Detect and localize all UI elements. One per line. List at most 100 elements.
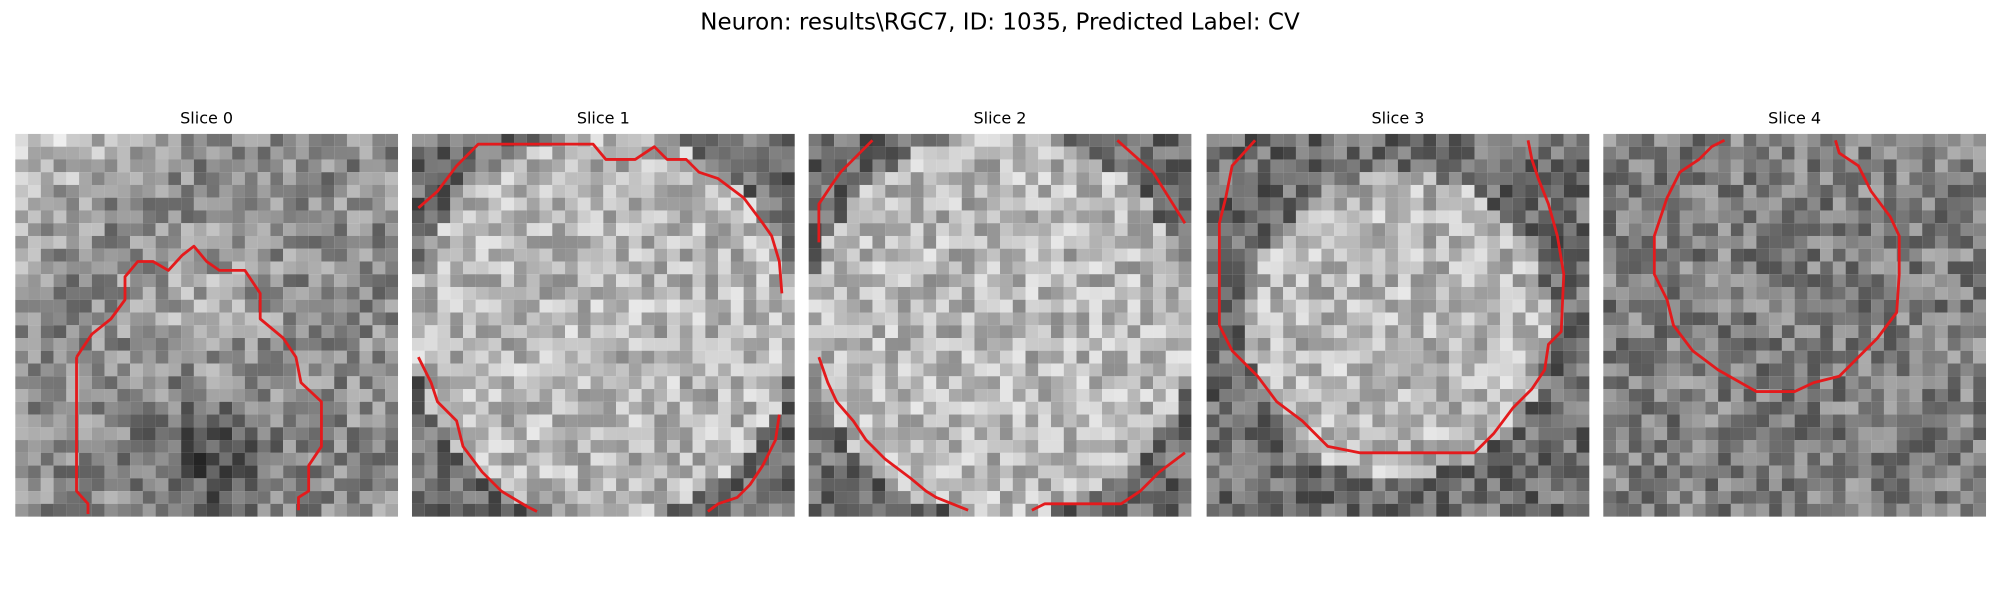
pixel [999,223,1013,237]
pixel [705,159,719,173]
pixel [295,465,309,479]
pixel [743,274,757,288]
pixel [1165,376,1179,390]
pixel [1679,133,1693,147]
pixel [1089,286,1103,300]
pixel [1165,159,1179,173]
pixel [1705,235,1719,249]
pixel [526,299,540,313]
pixel [1321,465,1335,479]
pixel [1641,146,1655,160]
pixel [1499,299,1513,313]
pixel [769,452,782,466]
pixel [1257,248,1271,262]
pixel [463,363,476,377]
pixel [756,286,770,300]
pixel [987,299,1001,313]
pixel [1114,427,1128,441]
pixel [667,363,680,377]
pixel [1283,248,1296,262]
pixel [219,172,233,186]
pixel [743,376,757,390]
pixel [897,389,911,402]
pixel [1576,299,1590,313]
pixel [1934,325,1948,339]
pixel [1025,261,1039,275]
pixel [769,184,782,198]
pixel [193,210,207,224]
pixel [321,299,335,313]
pixel [552,159,566,173]
pixel [1807,235,1821,249]
pixel [987,248,1001,262]
pixel [821,133,835,147]
pixel [654,465,668,479]
pixel [346,210,360,224]
pixel [91,248,105,262]
pixel [155,197,169,211]
pixel [834,223,847,237]
pixel [104,261,118,275]
pixel [872,172,886,186]
pixel [437,350,451,364]
pixel [1219,440,1233,453]
pixel [257,146,271,160]
pixel [1385,133,1399,147]
pixel [463,389,476,402]
pixel [923,248,937,262]
pixel [295,440,309,453]
pixel [1206,389,1220,402]
pixel [1705,440,1719,453]
pixel [321,325,335,339]
pixel [244,491,258,504]
pixel [1499,389,1513,402]
pixel [244,235,258,249]
pixel [346,312,360,326]
pixel [142,197,156,211]
pixel [475,440,489,453]
pixel [1922,261,1935,275]
pixel [346,376,360,390]
pixel [359,452,373,466]
pixel [270,197,284,211]
pixel [1410,427,1424,441]
pixel [168,235,182,249]
pixel [1781,414,1795,428]
pixel [641,210,655,224]
pixel [859,491,873,504]
pixel [142,286,156,300]
pixel [1089,146,1103,160]
pixel [1448,312,1462,326]
pixel [1563,197,1577,211]
pixel [295,452,309,466]
pixel [1883,478,1897,492]
pixel [1219,274,1233,288]
pixel [781,389,795,402]
pixel [1807,286,1821,300]
pixel [1102,184,1115,198]
pixel [859,248,873,262]
pixel [667,427,680,441]
pixel [130,312,143,326]
pixel [1654,184,1668,198]
pixel [910,440,924,453]
pixel [346,427,360,441]
pixel [743,286,757,300]
pixel [15,210,29,224]
pixel [1922,159,1935,173]
pixel [1973,465,1987,479]
pixel [1909,184,1923,198]
pixel [1308,146,1322,160]
pixel [1667,401,1680,415]
pixel [1973,261,1987,275]
pixel [1165,146,1179,160]
pixel [1679,503,1693,517]
pixel [781,274,795,288]
pixel [1308,184,1322,198]
pixel [718,312,731,326]
pixel [1922,235,1935,249]
pixel [628,299,642,313]
pixel [910,350,924,364]
pixel [923,197,937,211]
